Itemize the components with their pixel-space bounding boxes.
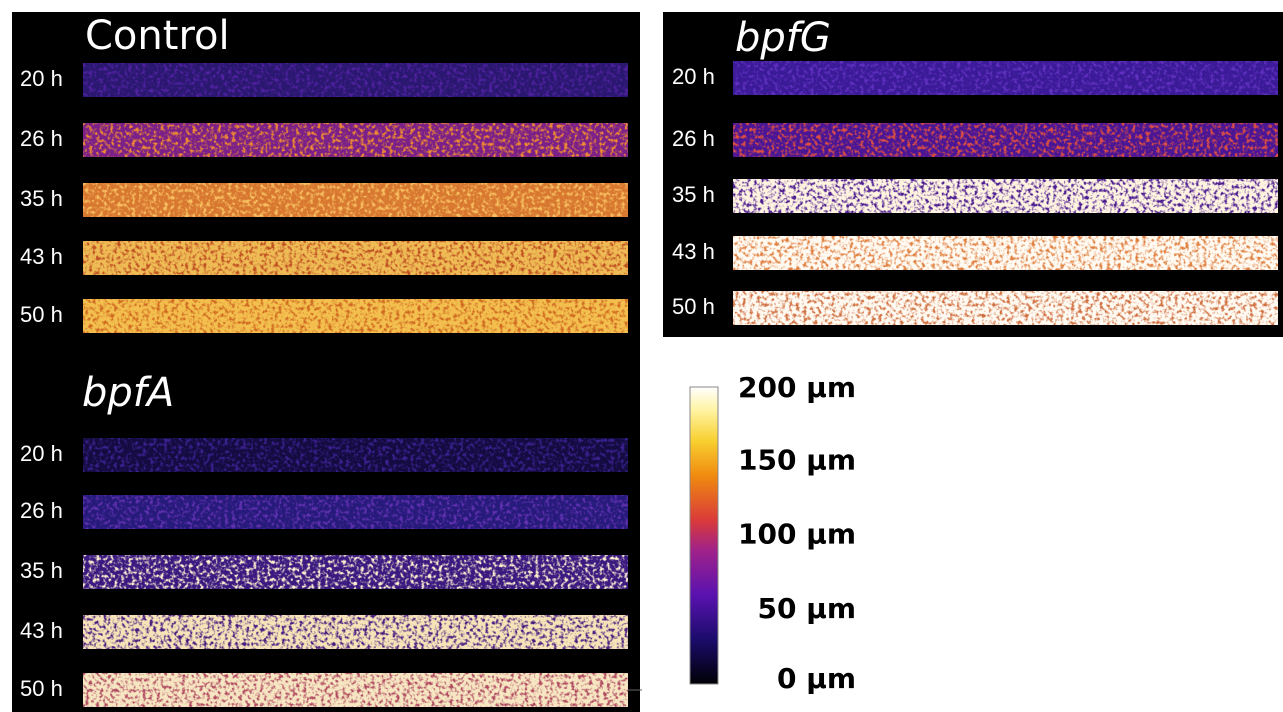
colorbar [689, 386, 719, 685]
image-texture [733, 179, 1278, 213]
image-texture [733, 291, 1278, 325]
panel-title: bpfG [735, 15, 831, 61]
image-texture [83, 183, 628, 217]
panel-title: bpfA [82, 370, 174, 416]
row-label: 26 h [20, 126, 63, 151]
image-texture [83, 241, 628, 275]
row-label: 35 h [672, 182, 715, 207]
image-texture [83, 555, 628, 589]
image-texture [83, 495, 628, 529]
row-label: 50 h [672, 294, 715, 319]
row-label: 50 h [20, 302, 63, 327]
row-label: 20 h [672, 64, 715, 89]
row-label: 43 h [672, 239, 715, 264]
image-texture [83, 63, 628, 97]
image-texture [83, 438, 628, 472]
image-texture [83, 673, 628, 707]
panel-title: Control [85, 13, 230, 59]
row-label: 20 h [20, 66, 63, 91]
colorbar-label: 150 µm [738, 443, 856, 476]
image-texture [83, 299, 628, 333]
row-label: 26 h [20, 498, 63, 523]
row-label: 26 h [672, 126, 715, 151]
image-texture [733, 123, 1278, 157]
image-texture [83, 615, 628, 649]
colorbar-label: 100 µm [738, 518, 856, 551]
colorbar-label: 200 µm [738, 371, 856, 404]
panel-left [12, 12, 640, 712]
row-label: 20 h [20, 441, 63, 466]
colorbar-label: 0 µm [777, 662, 856, 695]
row-label: 35 h [20, 186, 63, 211]
image-texture [733, 236, 1278, 270]
colorbar-label: 50 µm [758, 592, 857, 625]
image-texture [733, 61, 1278, 95]
row-label: 43 h [20, 618, 63, 643]
image-texture [83, 123, 628, 157]
row-label: 43 h [20, 244, 63, 269]
row-label: 35 h [20, 558, 63, 583]
row-label: 50 h [20, 676, 63, 701]
